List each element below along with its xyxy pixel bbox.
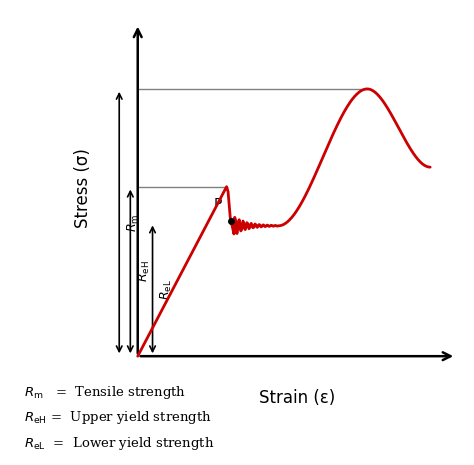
Text: $R_{\rm eH}$: $R_{\rm eH}$ [137, 260, 152, 282]
Text: Strain (ε): Strain (ε) [259, 389, 335, 407]
Text: P: P [213, 197, 222, 211]
Text: $R_{\rm eL}$: $R_{\rm eL}$ [159, 279, 174, 300]
Text: $R_{\rm eL}$  =  Lower yield strength: $R_{\rm eL}$ = Lower yield strength [24, 435, 214, 452]
Text: $R_{\rm m}$: $R_{\rm m}$ [126, 213, 141, 232]
Text: Stress (σ): Stress (σ) [74, 148, 92, 228]
Text: $R_{\rm m}$   =  Tensile strength: $R_{\rm m}$ = Tensile strength [24, 384, 186, 401]
Text: $R_{\rm eH}$ =  Upper yield strength: $R_{\rm eH}$ = Upper yield strength [24, 409, 211, 426]
